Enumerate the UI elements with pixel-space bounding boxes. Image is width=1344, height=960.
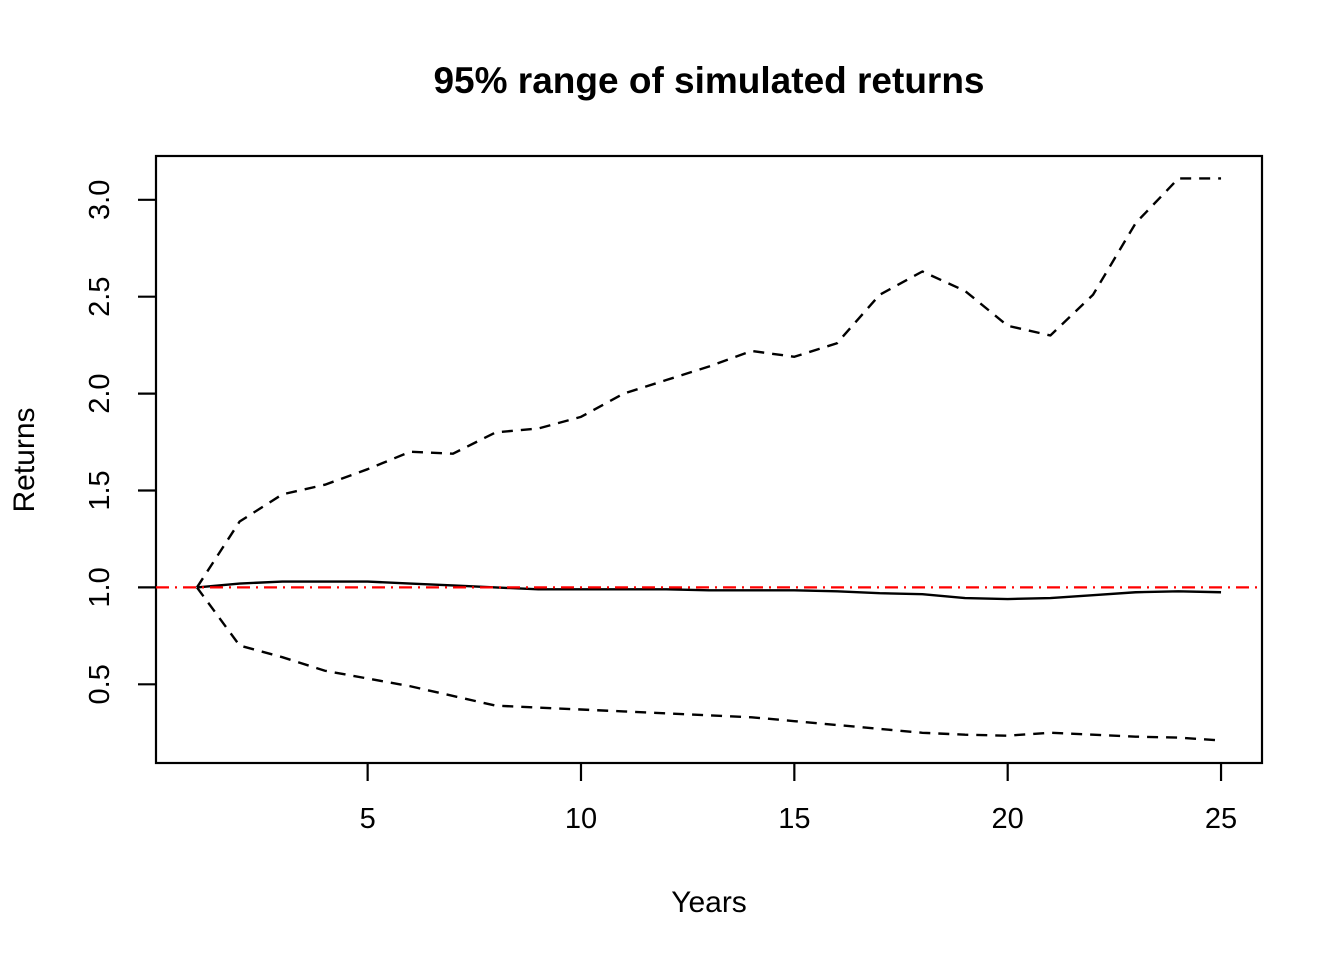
series-lines bbox=[156, 177, 1262, 742]
series-median bbox=[196, 580, 1222, 601]
y-tick-label: 1.5 bbox=[84, 470, 116, 510]
x-tick-label: 10 bbox=[565, 803, 597, 835]
x-tick-label: 5 bbox=[360, 803, 376, 835]
x-axis-title: Years bbox=[671, 886, 747, 919]
axis-tick-labels: 5 10 15 20 25 0.5 1.0 1.5 2.0 2.5 3.0 bbox=[84, 180, 1237, 835]
y-tick-label: 3.0 bbox=[84, 180, 116, 220]
axis-ticks bbox=[138, 198, 1223, 781]
y-tick-label: 1.0 bbox=[84, 567, 116, 607]
y-tick-label: 2.0 bbox=[84, 373, 116, 413]
plot-border bbox=[154, 154, 1264, 765]
x-tick-label: 20 bbox=[992, 803, 1024, 835]
y-axis-title: Returns bbox=[8, 407, 41, 512]
x-tick-label: 25 bbox=[1205, 803, 1237, 835]
y-tick-label: 0.5 bbox=[84, 664, 116, 704]
y-tick-label: 2.5 bbox=[84, 277, 116, 317]
series-upper-95-bound bbox=[195, 177, 1222, 589]
x-tick-label: 15 bbox=[778, 803, 810, 835]
chart-title: 95% range of simulated returns bbox=[433, 60, 984, 101]
series-lower-95-bound bbox=[195, 586, 1222, 742]
